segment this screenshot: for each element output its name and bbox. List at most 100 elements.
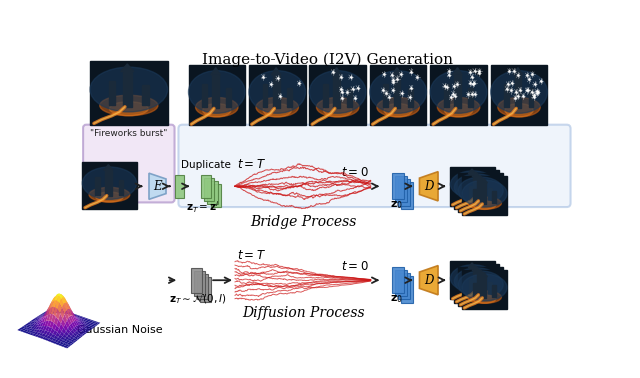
- Bar: [473, 282, 477, 297]
- Bar: [481, 182, 484, 194]
- Polygon shape: [392, 68, 402, 75]
- Bar: [477, 274, 483, 295]
- Bar: [444, 84, 449, 107]
- Ellipse shape: [189, 71, 245, 113]
- Bar: [469, 186, 473, 200]
- Bar: [492, 191, 496, 203]
- Ellipse shape: [454, 268, 499, 295]
- Ellipse shape: [468, 197, 501, 209]
- Ellipse shape: [454, 174, 499, 201]
- Polygon shape: [332, 68, 341, 75]
- Bar: [462, 270, 507, 309]
- Bar: [458, 267, 503, 306]
- Ellipse shape: [462, 274, 507, 301]
- Bar: [469, 279, 473, 294]
- Bar: [273, 75, 280, 108]
- Bar: [109, 81, 115, 105]
- Ellipse shape: [460, 285, 493, 297]
- Ellipse shape: [90, 67, 168, 112]
- Text: $\mathbf{z}_T = \mathbf{z}^i$: $\mathbf{z}_T = \mathbf{z}^i$: [186, 199, 220, 215]
- Bar: [142, 85, 148, 105]
- Bar: [481, 277, 486, 298]
- Ellipse shape: [316, 98, 359, 117]
- Polygon shape: [480, 272, 488, 277]
- Bar: [515, 75, 522, 108]
- Bar: [394, 75, 401, 108]
- Bar: [202, 175, 211, 198]
- Ellipse shape: [377, 98, 419, 117]
- Bar: [383, 84, 388, 107]
- Bar: [118, 180, 124, 195]
- Bar: [488, 282, 492, 294]
- Ellipse shape: [474, 295, 496, 303]
- Bar: [194, 271, 205, 296]
- Bar: [473, 271, 479, 292]
- Bar: [333, 75, 340, 108]
- FancyBboxPatch shape: [83, 125, 175, 203]
- Bar: [473, 177, 479, 198]
- Bar: [395, 270, 406, 296]
- Polygon shape: [476, 175, 484, 180]
- Ellipse shape: [430, 71, 487, 113]
- Bar: [529, 88, 533, 107]
- Ellipse shape: [469, 198, 492, 206]
- Ellipse shape: [384, 104, 412, 117]
- Text: $t = 0$: $t = 0$: [341, 166, 369, 179]
- Bar: [202, 84, 207, 107]
- Text: $\mathbf{z}_T \sim \mathcal{N}(0, I)$: $\mathbf{z}_T \sim \mathcal{N}(0, I)$: [169, 293, 227, 306]
- Bar: [504, 84, 509, 107]
- Bar: [468, 88, 473, 107]
- Text: E: E: [153, 180, 162, 193]
- Polygon shape: [419, 266, 438, 295]
- Ellipse shape: [474, 201, 496, 209]
- Text: "Fireworks burst": "Fireworks burst": [90, 129, 168, 138]
- Text: $t = T$: $t = T$: [237, 249, 266, 262]
- Bar: [95, 177, 100, 195]
- Ellipse shape: [505, 104, 533, 117]
- Ellipse shape: [444, 104, 473, 117]
- Ellipse shape: [465, 195, 488, 203]
- Bar: [488, 188, 492, 200]
- Bar: [211, 184, 221, 207]
- Bar: [461, 273, 465, 288]
- Bar: [189, 65, 245, 125]
- Bar: [395, 176, 406, 203]
- Ellipse shape: [464, 288, 497, 300]
- Bar: [392, 173, 404, 199]
- Bar: [477, 180, 483, 201]
- Bar: [465, 183, 469, 197]
- Bar: [398, 273, 410, 299]
- Ellipse shape: [464, 194, 497, 206]
- Bar: [481, 276, 484, 288]
- FancyBboxPatch shape: [179, 125, 571, 207]
- Polygon shape: [452, 68, 462, 75]
- Ellipse shape: [100, 95, 158, 116]
- Ellipse shape: [451, 265, 495, 292]
- Ellipse shape: [263, 104, 291, 117]
- Ellipse shape: [203, 104, 231, 117]
- Bar: [398, 179, 410, 206]
- Polygon shape: [149, 173, 166, 199]
- Polygon shape: [468, 169, 476, 174]
- Bar: [370, 65, 426, 125]
- Bar: [454, 75, 461, 108]
- Bar: [461, 179, 465, 194]
- Ellipse shape: [461, 286, 484, 294]
- Ellipse shape: [465, 289, 488, 297]
- Text: D: D: [424, 180, 433, 193]
- Bar: [491, 65, 547, 125]
- Ellipse shape: [461, 192, 484, 200]
- Polygon shape: [480, 178, 488, 183]
- Ellipse shape: [109, 102, 148, 116]
- Text: $\mathbf{z}_0$: $\mathbf{z}_0$: [390, 294, 403, 305]
- Ellipse shape: [491, 71, 547, 113]
- Bar: [123, 71, 132, 107]
- Bar: [401, 183, 413, 209]
- Polygon shape: [121, 64, 134, 71]
- Polygon shape: [472, 172, 479, 177]
- Bar: [473, 189, 477, 203]
- Bar: [392, 267, 404, 293]
- Ellipse shape: [309, 71, 366, 113]
- Ellipse shape: [458, 271, 503, 298]
- Bar: [323, 84, 328, 107]
